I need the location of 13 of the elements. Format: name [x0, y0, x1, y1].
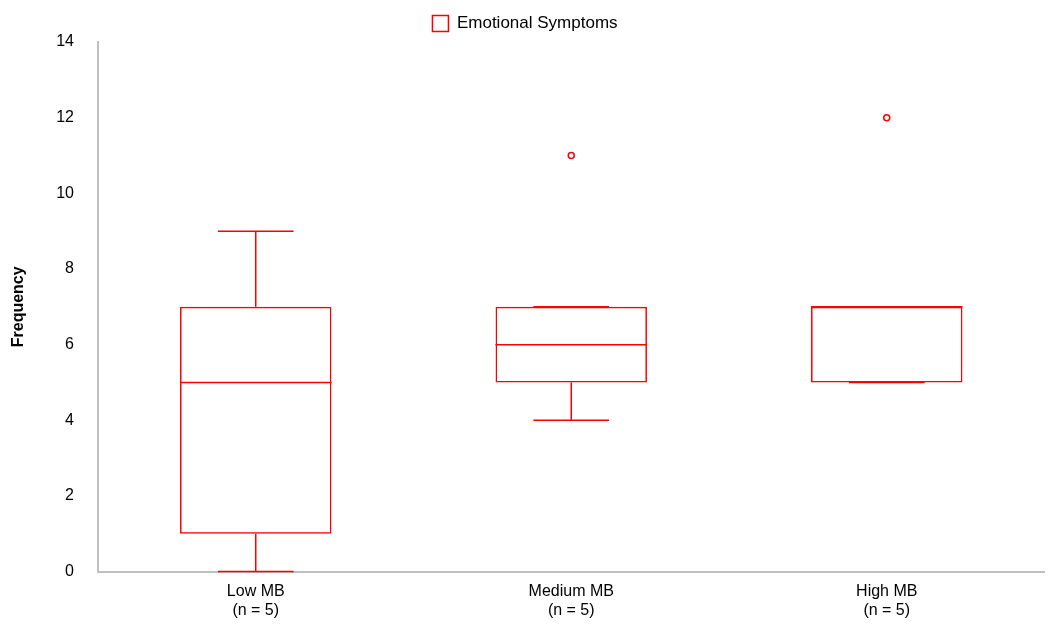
y-tick-label: 2: [65, 486, 75, 504]
y-tick-label: 4: [65, 410, 75, 428]
y-tick-label: 14: [56, 32, 75, 50]
y-tick-label: 10: [56, 183, 75, 201]
y-tick-label: 6: [65, 335, 75, 353]
y-tick-label: 0: [65, 562, 75, 580]
legend-label: Emotional Symptoms: [456, 13, 618, 33]
y-tick-label: 12: [56, 108, 75, 126]
x-tick-label: Low MB (n = 5): [226, 581, 285, 618]
y-axis-title: Frequency: [9, 266, 27, 348]
y-tick-label: 8: [65, 259, 75, 277]
x-tick-label: High MB (n = 5): [856, 581, 918, 618]
x-tick-label: Medium MB (n = 5): [528, 581, 614, 618]
